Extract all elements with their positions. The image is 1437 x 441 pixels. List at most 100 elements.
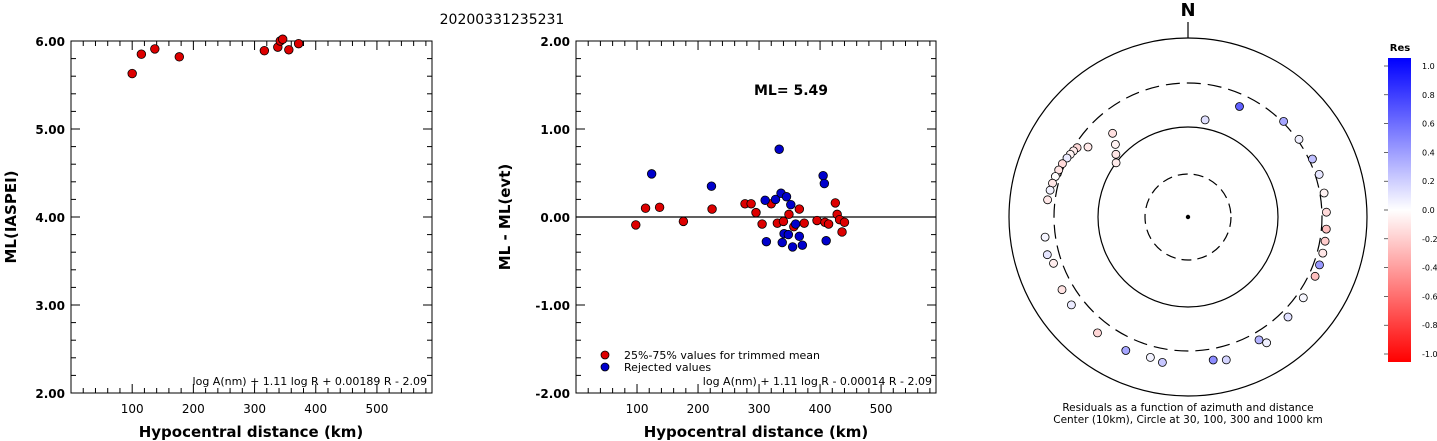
panel2-point-rejected (790, 219, 801, 229)
panel2-point-trimmed (640, 203, 651, 213)
colorbar-tick-label: -0.2 (1422, 235, 1437, 244)
polar-point (1045, 185, 1055, 195)
panel2-point-rejected (818, 170, 828, 181)
panel2-point-trimmed (839, 217, 850, 227)
polar-circle-1000km (1008, 37, 1368, 397)
polar-point (1067, 300, 1076, 310)
panel2-point-trimmed (678, 216, 689, 227)
north-label: N (1180, 0, 1195, 21)
panel2-point-rejected (760, 195, 770, 205)
polar-point (1083, 142, 1093, 152)
polar-point (1298, 293, 1308, 303)
polar-point (1294, 134, 1304, 144)
panel2-point-rejected (821, 236, 831, 246)
polar-point (1111, 139, 1120, 149)
panel1-ticks (71, 41, 432, 393)
polar-point (1254, 335, 1264, 345)
panel2-point-trimmed (830, 198, 841, 208)
panel2-y-tick-label: 0.00 (540, 211, 570, 225)
panel1-point (278, 34, 288, 44)
panel2-y-axis-label: ML - ML(evt) (496, 164, 514, 270)
panel1-y-axis-label: ML(IASPEI) (2, 170, 20, 263)
polar-point (1314, 169, 1324, 179)
polar-point (1062, 153, 1072, 163)
panel2-point-trimmed (707, 204, 717, 214)
polar-point (1320, 236, 1330, 246)
polar-points (1040, 102, 1331, 367)
colorbar-tick-label: -0.4 (1422, 264, 1437, 273)
panel2-point-trimmed (823, 219, 834, 229)
polar-center (1185, 214, 1191, 220)
panel2-x-tick-label: 100 (626, 402, 649, 416)
panel1-x-axis-label: Hypocentral distance (km) (139, 423, 364, 441)
panel2-point-trimmed (812, 215, 822, 226)
polar-point (1319, 188, 1329, 198)
panel2-y-tick-labels: -2.00 -1.00 0.00 1.00 2.00 (535, 35, 570, 401)
panel-ml-residual: 100 200 300 400 500 -2.00 -1.00 0.00 1.00 2.00 H… (496, 35, 937, 441)
panel2-point-trimmed (794, 204, 805, 214)
panel2-x-axis-label: Hypocentral distance (km) (644, 423, 869, 441)
panel2-point-rejected (646, 169, 657, 179)
panel1-x-tick-label: 500 (365, 402, 388, 416)
legend-label-trimmed: 25%-75% values for trimmed mean (624, 349, 820, 362)
polar-point (1308, 154, 1317, 164)
polar-circle-30km (1144, 173, 1232, 261)
panel1-x-tick-labels: 100 200 300 400 500 (121, 402, 389, 416)
colorbar: Res 1.0 0.8 0.6 0.4 0.2 0.0 -0.2 -0.4 -0.6 -0.8 -1… (1384, 43, 1437, 362)
polar-point (1146, 352, 1155, 362)
colorbar-tick-label: -1.0 (1422, 350, 1437, 359)
polar-point (1158, 357, 1167, 367)
panel2-point-trimmed (654, 202, 665, 213)
polar-point (1043, 195, 1052, 205)
panel1-y-tick-label: 3.00 (35, 299, 65, 313)
panel2-point-rejected (794, 231, 805, 242)
panel2-point-rejected (819, 178, 830, 189)
panel2-x-tick-label: 500 (870, 402, 893, 416)
polar-point (1283, 312, 1293, 322)
panel1-x-tick-label: 200 (182, 402, 205, 416)
panel1-y-tick-label: 4.00 (35, 211, 65, 225)
panel2-y-tick-label: -1.00 (535, 299, 570, 313)
panel2-point-rejected (786, 199, 796, 210)
polar-point (1262, 338, 1271, 348)
polar-point (1111, 149, 1121, 159)
panel1-point (259, 45, 270, 56)
polar-caption-line2: Center (10km), Circle at 30, 100, 300 an… (1053, 414, 1323, 426)
panel2-point-trimmed (778, 216, 789, 227)
panel2-formula: log A(nm) + 1.11 log R - 0.00014 R - 2.0… (703, 375, 932, 388)
panel2-point-rejected (787, 242, 798, 252)
polar-point (1279, 117, 1288, 126)
colorbar-tick-label: 0.4 (1422, 148, 1435, 157)
colorbar-tick-label: 1.0 (1422, 62, 1435, 71)
polar-point (1093, 328, 1102, 338)
panel2-point-rejected (774, 144, 784, 154)
panel2-point-rejected (761, 236, 772, 247)
panel1-frame (70, 40, 433, 394)
legend-label-rejected: Rejected values (624, 361, 711, 374)
polar-point (1108, 128, 1117, 138)
colorbar-tick-label: -0.6 (1422, 292, 1437, 301)
polar-point (1310, 271, 1320, 281)
panel1-x-tick-label: 300 (243, 402, 266, 416)
panel2-points (631, 144, 850, 252)
panel2-point-trimmed (751, 207, 761, 218)
panel1-y-tick-label: 6.00 (35, 35, 65, 49)
polar-point (1111, 158, 1121, 168)
polar-point (1318, 248, 1328, 258)
panel2-point-rejected (777, 237, 787, 248)
panel2-x-tick-label: 200 (687, 402, 710, 416)
panel2-y-tick-label: -2.00 (535, 387, 570, 401)
legend-marker-rejected (600, 362, 610, 372)
legend-marker-trimmed (600, 350, 610, 360)
panel1-point (136, 49, 147, 59)
polar-point (1200, 115, 1210, 125)
panel2-ticks (576, 41, 936, 393)
panel2-point-trimmed (746, 199, 756, 209)
panel2-y-tick-label: 1.00 (540, 123, 570, 137)
colorbar-tick-label: 0.0 (1422, 206, 1435, 215)
polar-point (1235, 102, 1244, 111)
panel2-x-tick-labels: 100 200 300 400 500 (626, 402, 893, 416)
panel1-point (174, 52, 185, 62)
panel-polar-residuals: N Residuals as a function of azimuth and… (1008, 0, 1368, 426)
